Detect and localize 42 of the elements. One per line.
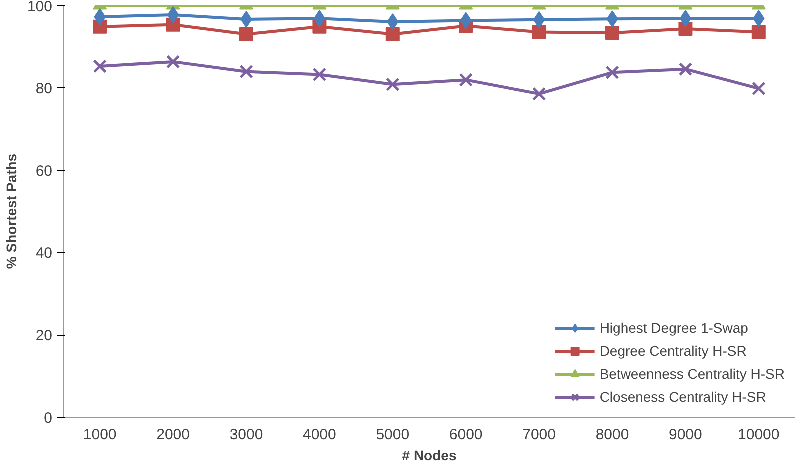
legend-label: Degree Centrality H-SR	[600, 343, 747, 359]
point	[386, 27, 400, 42]
x-tick-label: 9000	[669, 426, 702, 444]
point	[240, 27, 254, 42]
y-tick-label: 20	[36, 328, 53, 345]
point	[533, 11, 546, 28]
y-tick-label: 100	[27, 0, 53, 16]
x-axis-title: # Nodes	[402, 448, 457, 464]
x-tick-label: 1000	[83, 426, 117, 444]
point	[678, 62, 693, 76]
y-tick-label: 60	[36, 162, 53, 180]
x-tick-label: 5000	[376, 426, 410, 444]
point	[93, 60, 108, 74]
point	[312, 68, 327, 82]
x-tick-label: 4000	[303, 426, 336, 444]
x-tick-label: 3000	[230, 426, 264, 444]
point	[752, 82, 766, 96]
point	[314, 10, 326, 28]
point	[166, 55, 180, 69]
point	[680, 10, 692, 28]
y-axis-title: % Shortest Paths	[3, 154, 20, 270]
x-tick-label: 2000	[156, 426, 190, 444]
point	[386, 78, 400, 92]
point	[240, 64, 254, 79]
x-tick-label: 7000	[522, 426, 556, 444]
point	[606, 26, 620, 40]
y-tick-label: 40	[36, 245, 53, 262]
x-tick-label: 6000	[449, 426, 483, 444]
legend-label: Highest Degree 1-Swap	[600, 320, 748, 336]
legend-label: Closeness Centrality H-SR	[600, 389, 766, 405]
point	[459, 73, 474, 87]
point	[678, 22, 693, 36]
point	[167, 6, 180, 24]
x-tick-label: 8000	[596, 426, 630, 444]
point	[752, 25, 766, 40]
point	[532, 87, 546, 101]
y-tick-label: 0	[44, 410, 52, 427]
point	[606, 66, 620, 80]
point	[532, 25, 546, 40]
y-tick-label: 80	[36, 80, 53, 98]
x-tick-label: 10000	[738, 426, 780, 444]
legend-label: Betweenness Centrality H-SR	[600, 366, 785, 382]
